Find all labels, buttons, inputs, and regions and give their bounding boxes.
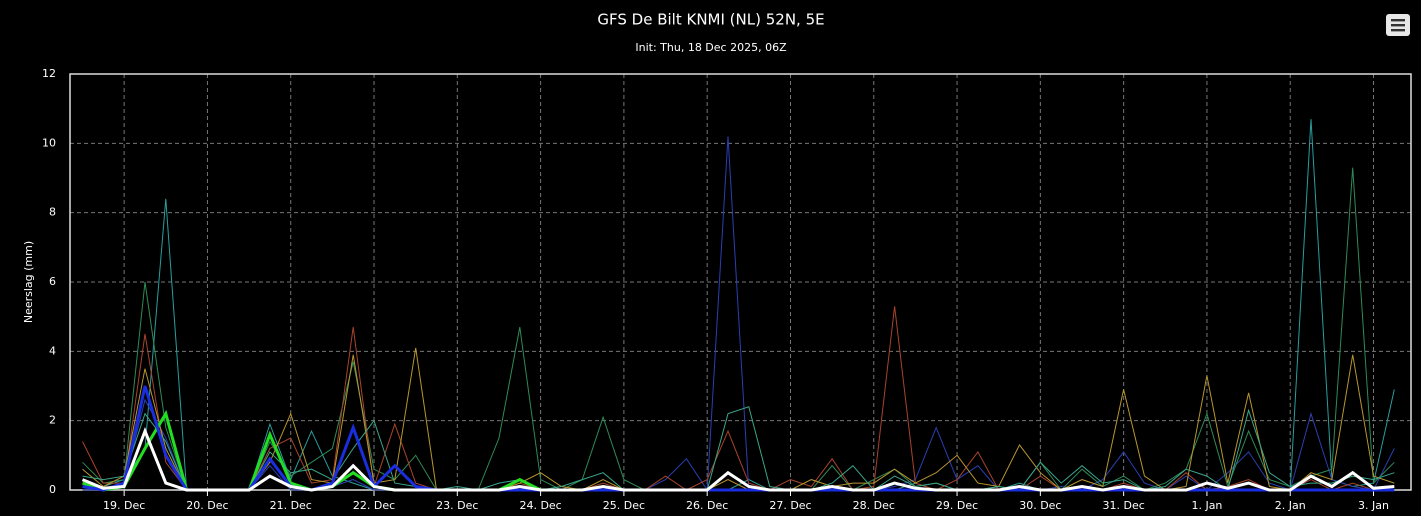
x-tick-label: 24. Dec — [519, 499, 561, 512]
y-tick-label: 0 — [49, 483, 56, 496]
x-tick-label: 1. Jan — [1191, 499, 1222, 512]
series-line — [82, 347, 1395, 491]
series-line — [82, 136, 1395, 492]
x-tick-label: 2. Jan — [1275, 499, 1306, 512]
y-tick-label: 6 — [49, 275, 56, 288]
menu-icon-bar — [1391, 19, 1405, 22]
x-tick-label: 22. Dec — [353, 499, 395, 512]
plot-area: 0 2 4 6 8 10 12 19. Dec 20. Dec 21. Dec 22. Dec 23.… — [42, 67, 1412, 512]
x-tick-label: 3. Jan — [1358, 499, 1389, 512]
x-tick-label: 30. Dec — [1019, 499, 1061, 512]
x-tick-label: 25. Dec — [603, 499, 645, 512]
y-axis-title: Neerslag (mm) — [22, 241, 35, 323]
x-tick-label: 29. Dec — [936, 499, 978, 512]
menu-icon-bar — [1391, 29, 1405, 32]
menu-button[interactable] — [1386, 14, 1410, 36]
chart-title: GFS De Bilt KNMI (NL) 52N, 5E — [597, 11, 824, 29]
x-tick-label: 21. Dec — [270, 499, 312, 512]
y-tick-label: 8 — [49, 206, 56, 219]
y-tick-label: 12 — [42, 67, 56, 80]
x-tick-label: 28. Dec — [853, 499, 895, 512]
series-line — [82, 406, 1395, 491]
x-tick-label: 23. Dec — [436, 499, 478, 512]
series-line — [82, 306, 1395, 491]
x-tick-label: 31. Dec — [1103, 499, 1145, 512]
y-tick-label: 4 — [49, 344, 56, 357]
x-tick-label: 27. Dec — [769, 499, 811, 512]
x-tick-label: 19. Dec — [103, 499, 145, 512]
x-tick-label: 26. Dec — [686, 499, 728, 512]
y-tick-label: 2 — [49, 414, 56, 427]
x-tick-label: 20. Dec — [186, 499, 228, 512]
y-tick-label: 10 — [42, 136, 56, 149]
chart-subtitle: Init: Thu, 18 Dec 2025, 06Z — [635, 41, 787, 54]
menu-icon-bar — [1391, 24, 1405, 27]
series-line — [81, 426, 1395, 492]
